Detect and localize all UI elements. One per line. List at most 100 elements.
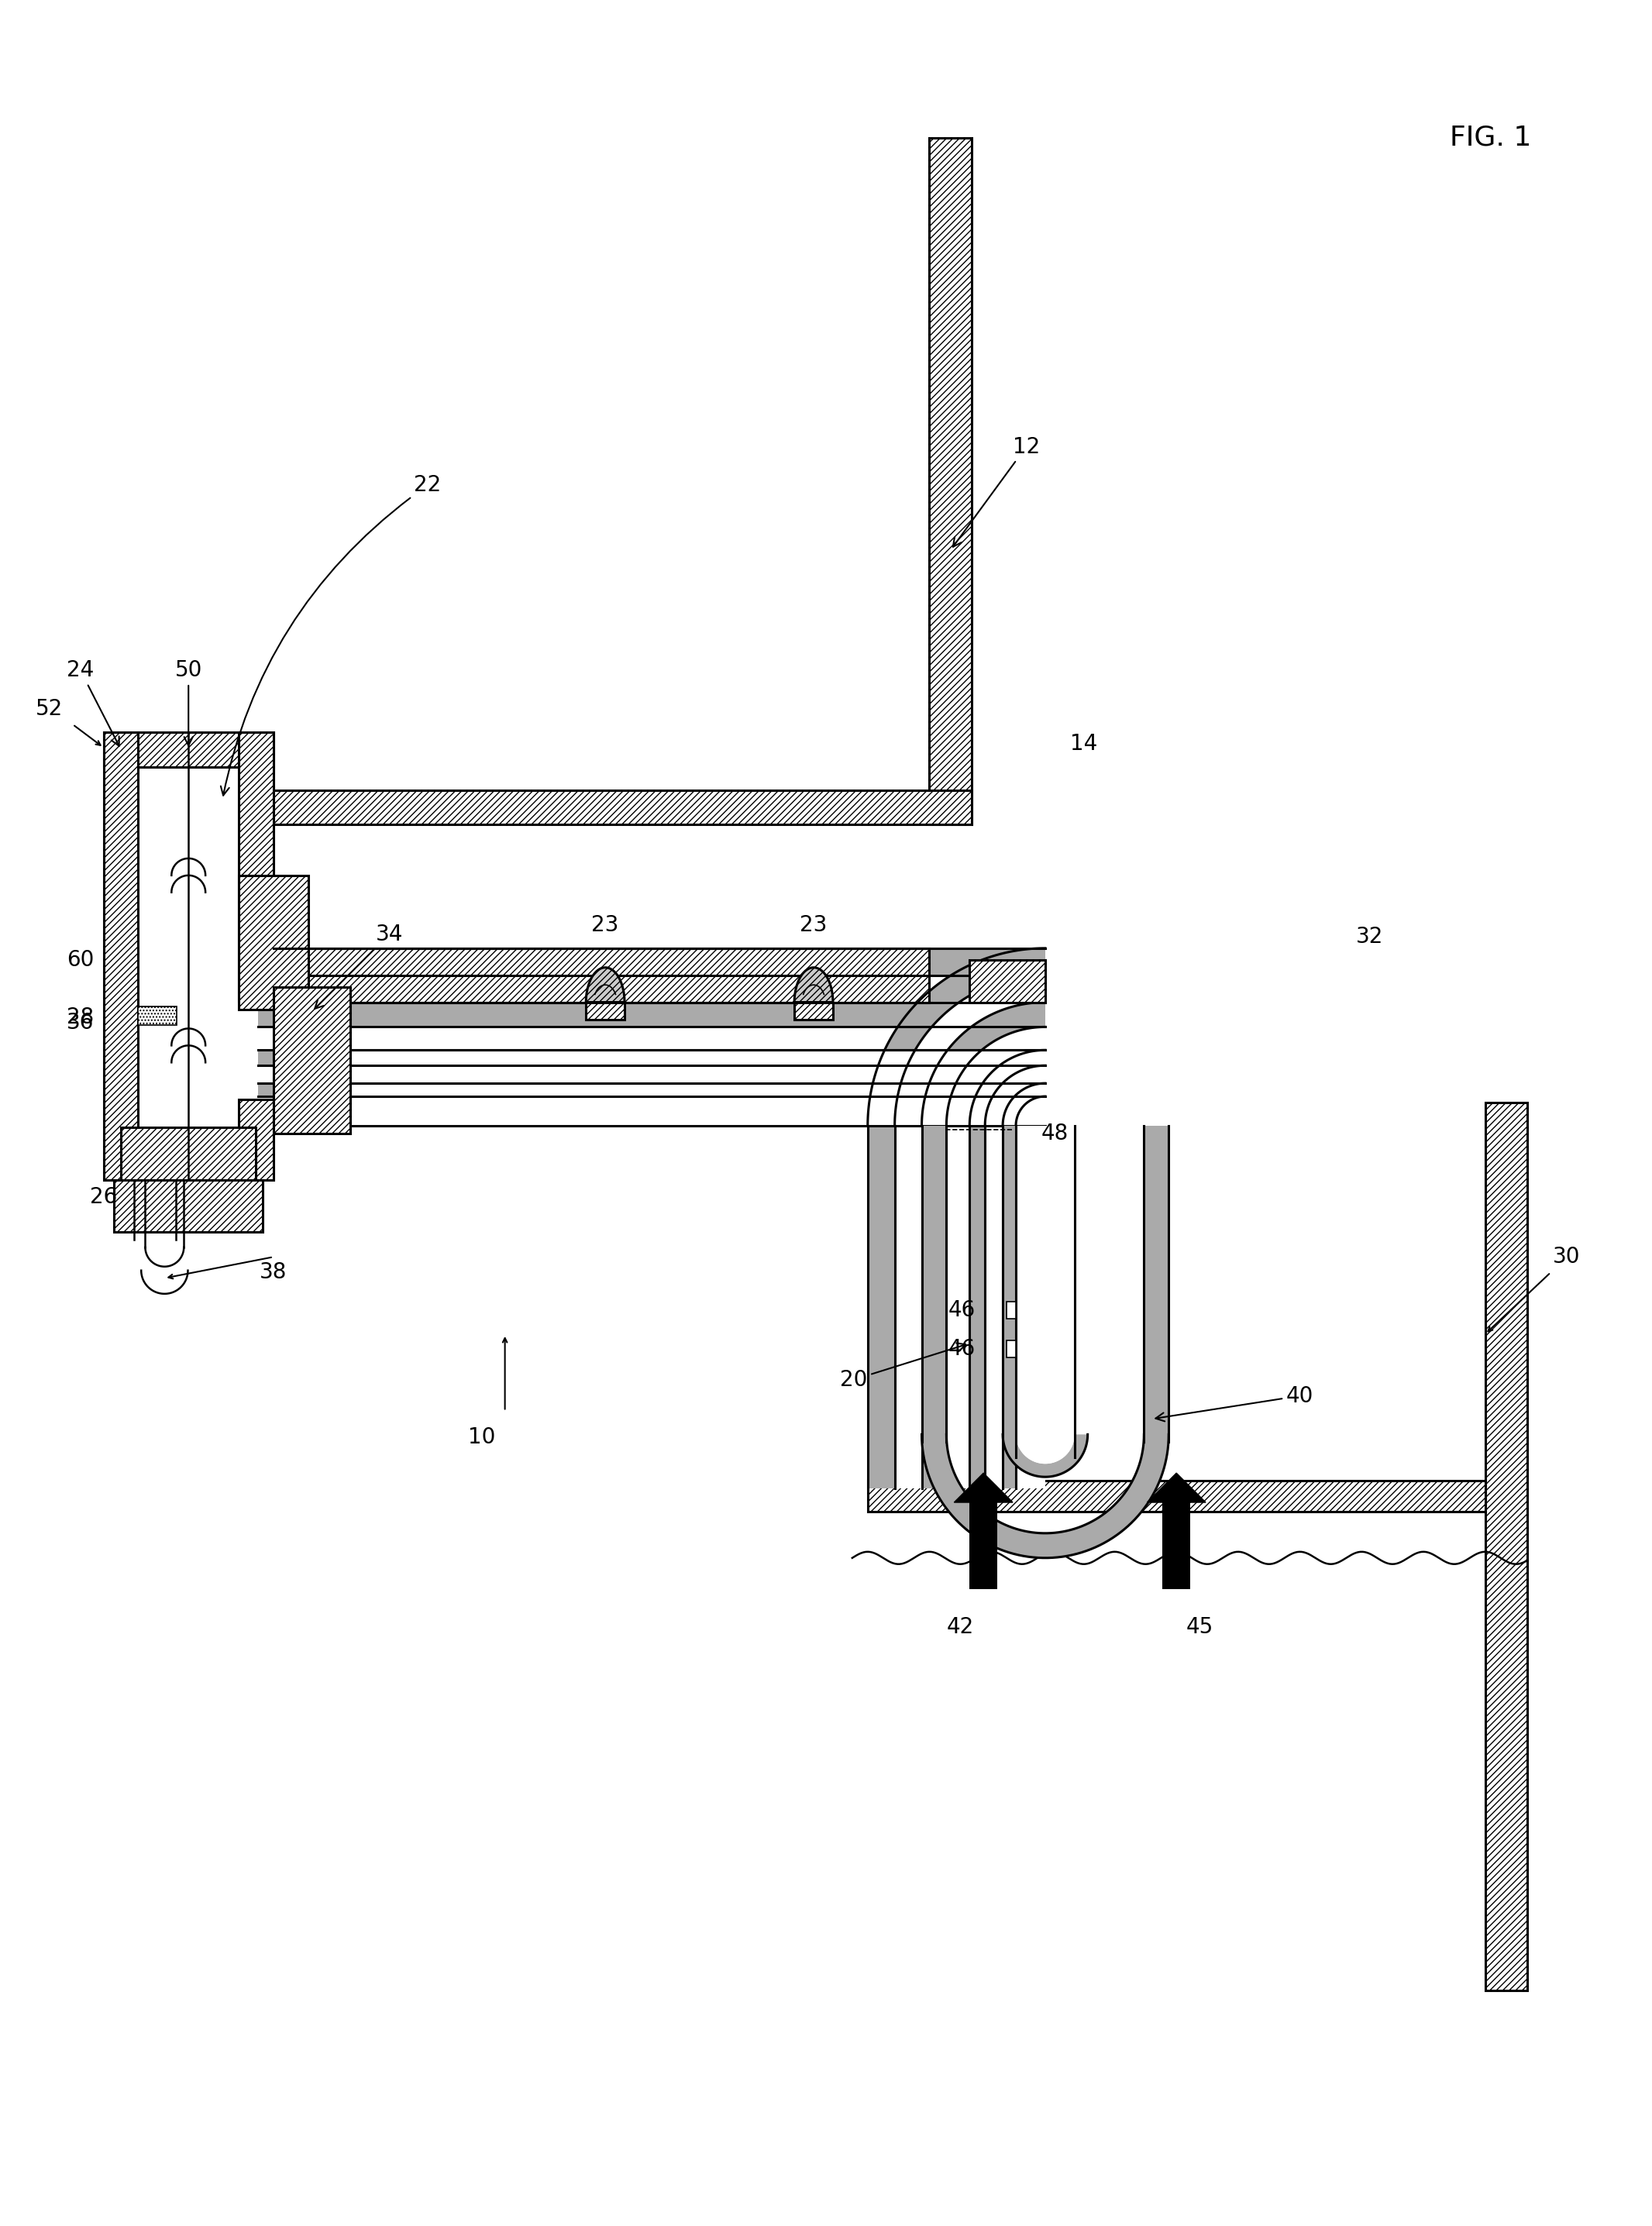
Bar xyxy=(273,986,350,1133)
Polygon shape xyxy=(1003,1084,1046,1126)
Bar xyxy=(795,1002,833,1020)
Bar xyxy=(1003,1126,1016,1458)
Text: 10: 10 xyxy=(468,1427,496,1449)
Text: 23: 23 xyxy=(800,915,828,935)
Text: 24: 24 xyxy=(66,659,119,746)
Text: 45: 45 xyxy=(1186,1616,1213,1638)
Bar xyxy=(273,948,930,1002)
Text: 50: 50 xyxy=(175,659,202,746)
Bar xyxy=(238,875,309,1011)
Text: 60: 60 xyxy=(66,948,94,971)
Bar xyxy=(121,1129,256,1180)
Bar xyxy=(104,732,139,1180)
Bar xyxy=(867,1126,895,1489)
Bar xyxy=(985,1126,1003,1489)
Bar xyxy=(258,948,1046,975)
Bar xyxy=(139,1006,177,1026)
Bar xyxy=(273,1051,1046,1126)
Polygon shape xyxy=(1016,1097,1046,1126)
Bar xyxy=(867,1480,1485,1511)
Bar xyxy=(258,975,1046,1002)
Text: 28: 28 xyxy=(66,1006,94,1028)
Bar xyxy=(922,1126,947,1442)
Bar xyxy=(922,1126,947,1489)
Bar xyxy=(238,732,273,1002)
Polygon shape xyxy=(922,1434,1168,1558)
Text: 46: 46 xyxy=(948,1300,975,1320)
Bar xyxy=(114,1180,263,1231)
Polygon shape xyxy=(947,1026,1046,1126)
Text: 26: 26 xyxy=(89,1186,117,1209)
Bar xyxy=(970,959,1046,1002)
Bar xyxy=(139,1006,177,1026)
Bar xyxy=(895,1126,922,1489)
Polygon shape xyxy=(985,1066,1046,1126)
Bar xyxy=(238,1100,273,1180)
Bar xyxy=(273,986,350,1133)
Text: 23: 23 xyxy=(591,915,620,935)
Polygon shape xyxy=(1146,1474,1206,1503)
Bar xyxy=(258,1066,1046,1084)
Text: 40: 40 xyxy=(1156,1385,1313,1422)
Bar xyxy=(1016,1126,1074,1458)
Bar xyxy=(258,1002,1046,1026)
Text: 14: 14 xyxy=(1070,732,1097,755)
Text: 52: 52 xyxy=(36,699,63,719)
Bar xyxy=(258,1084,1046,1097)
Bar xyxy=(258,790,971,826)
Text: 32: 32 xyxy=(1356,926,1383,948)
Polygon shape xyxy=(970,1051,1046,1126)
Bar xyxy=(238,1100,273,1180)
Bar xyxy=(258,1051,1046,1066)
Polygon shape xyxy=(795,968,833,1002)
Bar xyxy=(586,1002,624,1020)
Bar xyxy=(114,1180,263,1231)
Polygon shape xyxy=(922,1002,1046,1126)
Bar xyxy=(139,768,238,1162)
Polygon shape xyxy=(867,948,1046,1126)
Bar xyxy=(1006,1302,1016,1318)
Bar xyxy=(273,948,930,1002)
Polygon shape xyxy=(1016,1434,1074,1465)
Bar xyxy=(258,1097,1046,1126)
Bar xyxy=(1016,1126,1046,1489)
Text: 30: 30 xyxy=(1553,1247,1579,1269)
Bar xyxy=(258,790,971,826)
Polygon shape xyxy=(1003,1434,1087,1476)
Text: 46: 46 xyxy=(948,1338,975,1360)
Bar xyxy=(795,1002,833,1020)
Polygon shape xyxy=(895,975,1046,1126)
Text: 42: 42 xyxy=(947,1616,975,1638)
Bar xyxy=(1006,1340,1016,1358)
Bar xyxy=(970,1126,985,1489)
Bar xyxy=(273,948,930,1002)
Text: 36: 36 xyxy=(66,1013,94,1033)
Bar xyxy=(947,1126,970,1489)
Bar xyxy=(867,1480,1485,1511)
Bar xyxy=(930,138,971,826)
Bar xyxy=(586,1002,624,1020)
Bar xyxy=(1485,1102,1528,1990)
Bar xyxy=(970,1500,998,1589)
Bar xyxy=(970,959,1046,1002)
Text: 20: 20 xyxy=(841,1342,966,1391)
Bar xyxy=(1143,1126,1168,1442)
Bar xyxy=(238,875,309,1011)
Bar xyxy=(1163,1500,1191,1589)
Text: 48: 48 xyxy=(1041,1122,1069,1144)
Bar xyxy=(258,1026,1046,1051)
Text: 34: 34 xyxy=(316,924,403,1008)
Text: 38: 38 xyxy=(259,1262,287,1282)
Bar xyxy=(238,732,273,1002)
Bar xyxy=(1003,1126,1016,1489)
Bar xyxy=(104,732,273,768)
Bar xyxy=(121,1129,256,1180)
Polygon shape xyxy=(955,1474,1013,1503)
Bar xyxy=(1485,1102,1528,1990)
Bar xyxy=(104,732,139,1180)
Text: 22: 22 xyxy=(221,474,441,795)
Text: FIG. 1: FIG. 1 xyxy=(1450,125,1531,151)
Bar xyxy=(930,138,971,826)
Bar xyxy=(104,732,273,768)
Polygon shape xyxy=(586,968,624,1002)
